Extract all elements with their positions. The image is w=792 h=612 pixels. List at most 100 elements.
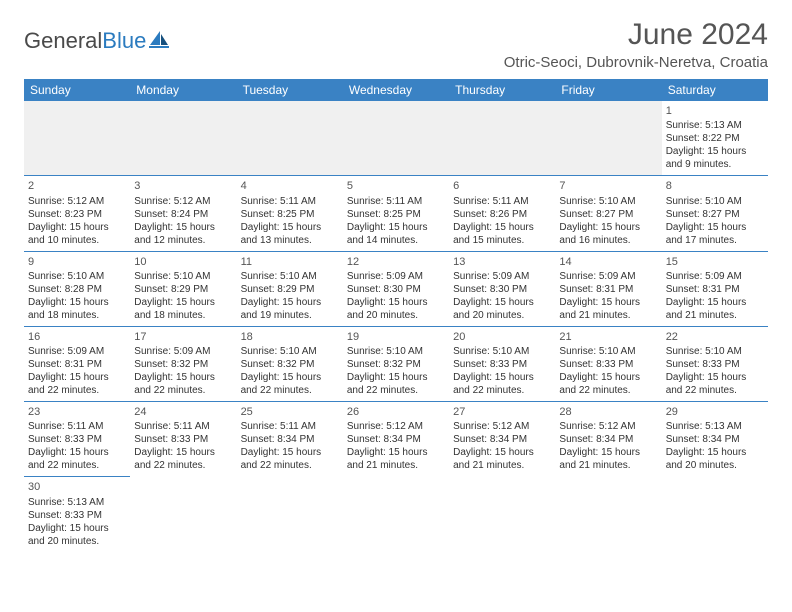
cell-d1: Daylight: 15 hours (453, 221, 551, 234)
calendar-cell: 12Sunrise: 5:09 AMSunset: 8:30 PMDayligh… (343, 251, 449, 326)
day-number: 5 (347, 179, 445, 193)
cell-sunrise: Sunrise: 5:11 AM (453, 195, 551, 208)
cell-sunset: Sunset: 8:34 PM (453, 433, 551, 446)
cell-d2: and 17 minutes. (666, 234, 764, 247)
cell-sunset: Sunset: 8:31 PM (28, 358, 126, 371)
cell-sunrise: Sunrise: 5:10 AM (241, 345, 339, 358)
calendar-cell: 7Sunrise: 5:10 AMSunset: 8:27 PMDaylight… (555, 176, 661, 251)
calendar-cell: 21Sunrise: 5:10 AMSunset: 8:33 PMDayligh… (555, 326, 661, 401)
day-number: 17 (134, 330, 232, 344)
cell-sunset: Sunset: 8:32 PM (134, 358, 232, 371)
cell-sunrise: Sunrise: 5:11 AM (134, 420, 232, 433)
cell-sunset: Sunset: 8:24 PM (134, 208, 232, 221)
cell-sunrise: Sunrise: 5:11 AM (241, 195, 339, 208)
cell-d1: Daylight: 15 hours (347, 221, 445, 234)
cell-d2: and 15 minutes. (453, 234, 551, 247)
cell-sunset: Sunset: 8:32 PM (347, 358, 445, 371)
calendar-cell (555, 101, 661, 176)
day-number: 18 (241, 330, 339, 344)
cell-sunrise: Sunrise: 5:10 AM (453, 345, 551, 358)
month-title: June 2024 (504, 18, 768, 52)
cell-sunset: Sunset: 8:34 PM (347, 433, 445, 446)
day-number: 26 (347, 405, 445, 419)
calendar-cell: 8Sunrise: 5:10 AMSunset: 8:27 PMDaylight… (662, 176, 768, 251)
cell-d1: Daylight: 15 hours (347, 296, 445, 309)
day-number: 23 (28, 405, 126, 419)
calendar-cell: 3Sunrise: 5:12 AMSunset: 8:24 PMDaylight… (130, 176, 236, 251)
cell-d2: and 21 minutes. (559, 309, 657, 322)
day-number: 9 (28, 255, 126, 269)
cell-d2: and 16 minutes. (559, 234, 657, 247)
cell-sunrise: Sunrise: 5:12 AM (559, 420, 657, 433)
day-number: 4 (241, 179, 339, 193)
cell-d1: Daylight: 15 hours (241, 371, 339, 384)
cell-sunset: Sunset: 8:33 PM (28, 509, 126, 522)
calendar-cell: 10Sunrise: 5:10 AMSunset: 8:29 PMDayligh… (130, 251, 236, 326)
logo-text: GeneralBlue (24, 28, 146, 54)
cell-sunset: Sunset: 8:28 PM (28, 283, 126, 296)
logo-general: General (24, 28, 102, 53)
weekday-header: Friday (555, 79, 661, 101)
logo: GeneralBlue (24, 28, 170, 54)
cell-sunset: Sunset: 8:29 PM (134, 283, 232, 296)
calendar-cell (343, 477, 449, 552)
cell-d2: and 10 minutes. (28, 234, 126, 247)
cell-d1: Daylight: 15 hours (666, 221, 764, 234)
cell-d2: and 13 minutes. (241, 234, 339, 247)
cell-d2: and 22 minutes. (28, 459, 126, 472)
calendar-week-row: 23Sunrise: 5:11 AMSunset: 8:33 PMDayligh… (24, 402, 768, 477)
cell-sunrise: Sunrise: 5:09 AM (134, 345, 232, 358)
weekday-header: Thursday (449, 79, 555, 101)
calendar-week-row: 9Sunrise: 5:10 AMSunset: 8:28 PMDaylight… (24, 251, 768, 326)
cell-sunset: Sunset: 8:26 PM (453, 208, 551, 221)
cell-d1: Daylight: 15 hours (134, 296, 232, 309)
calendar-cell (343, 101, 449, 176)
cell-d1: Daylight: 15 hours (347, 371, 445, 384)
cell-d1: Daylight: 15 hours (559, 221, 657, 234)
cell-d1: Daylight: 15 hours (28, 371, 126, 384)
cell-d2: and 22 minutes. (134, 384, 232, 397)
cell-sunset: Sunset: 8:30 PM (453, 283, 551, 296)
calendar-week-row: 16Sunrise: 5:09 AMSunset: 8:31 PMDayligh… (24, 326, 768, 401)
location: Otric-Seoci, Dubrovnik-Neretva, Croatia (504, 54, 768, 71)
calendar-cell: 26Sunrise: 5:12 AMSunset: 8:34 PMDayligh… (343, 402, 449, 477)
calendar-cell (662, 477, 768, 552)
calendar-cell: 29Sunrise: 5:13 AMSunset: 8:34 PMDayligh… (662, 402, 768, 477)
logo-blue: Blue (102, 28, 146, 53)
cell-sunrise: Sunrise: 5:13 AM (666, 119, 764, 132)
calendar-cell: 20Sunrise: 5:10 AMSunset: 8:33 PMDayligh… (449, 326, 555, 401)
cell-d2: and 22 minutes. (134, 459, 232, 472)
cell-sunrise: Sunrise: 5:13 AM (666, 420, 764, 433)
calendar-cell: 17Sunrise: 5:09 AMSunset: 8:32 PMDayligh… (130, 326, 236, 401)
cell-d1: Daylight: 15 hours (28, 296, 126, 309)
cell-d1: Daylight: 15 hours (241, 221, 339, 234)
cell-sunset: Sunset: 8:31 PM (559, 283, 657, 296)
day-number: 3 (134, 179, 232, 193)
cell-d1: Daylight: 15 hours (134, 446, 232, 459)
cell-sunset: Sunset: 8:22 PM (666, 132, 764, 145)
calendar-cell: 9Sunrise: 5:10 AMSunset: 8:28 PMDaylight… (24, 251, 130, 326)
cell-d1: Daylight: 15 hours (666, 446, 764, 459)
day-number: 24 (134, 405, 232, 419)
cell-d1: Daylight: 15 hours (453, 446, 551, 459)
calendar-cell: 13Sunrise: 5:09 AMSunset: 8:30 PMDayligh… (449, 251, 555, 326)
cell-sunset: Sunset: 8:23 PM (28, 208, 126, 221)
cell-sunrise: Sunrise: 5:12 AM (453, 420, 551, 433)
cell-sunrise: Sunrise: 5:10 AM (559, 345, 657, 358)
calendar-cell (130, 101, 236, 176)
cell-d2: and 22 minutes. (666, 384, 764, 397)
day-number: 19 (347, 330, 445, 344)
cell-d1: Daylight: 15 hours (28, 446, 126, 459)
cell-d1: Daylight: 15 hours (559, 296, 657, 309)
cell-sunset: Sunset: 8:33 PM (453, 358, 551, 371)
cell-d2: and 18 minutes. (134, 309, 232, 322)
day-number: 30 (28, 480, 126, 494)
day-number: 7 (559, 179, 657, 193)
cell-sunset: Sunset: 8:29 PM (241, 283, 339, 296)
calendar-cell: 5Sunrise: 5:11 AMSunset: 8:25 PMDaylight… (343, 176, 449, 251)
cell-d2: and 22 minutes. (347, 384, 445, 397)
day-number: 2 (28, 179, 126, 193)
logo-sail-icon (148, 29, 170, 54)
cell-d1: Daylight: 15 hours (134, 221, 232, 234)
cell-sunrise: Sunrise: 5:09 AM (347, 270, 445, 283)
